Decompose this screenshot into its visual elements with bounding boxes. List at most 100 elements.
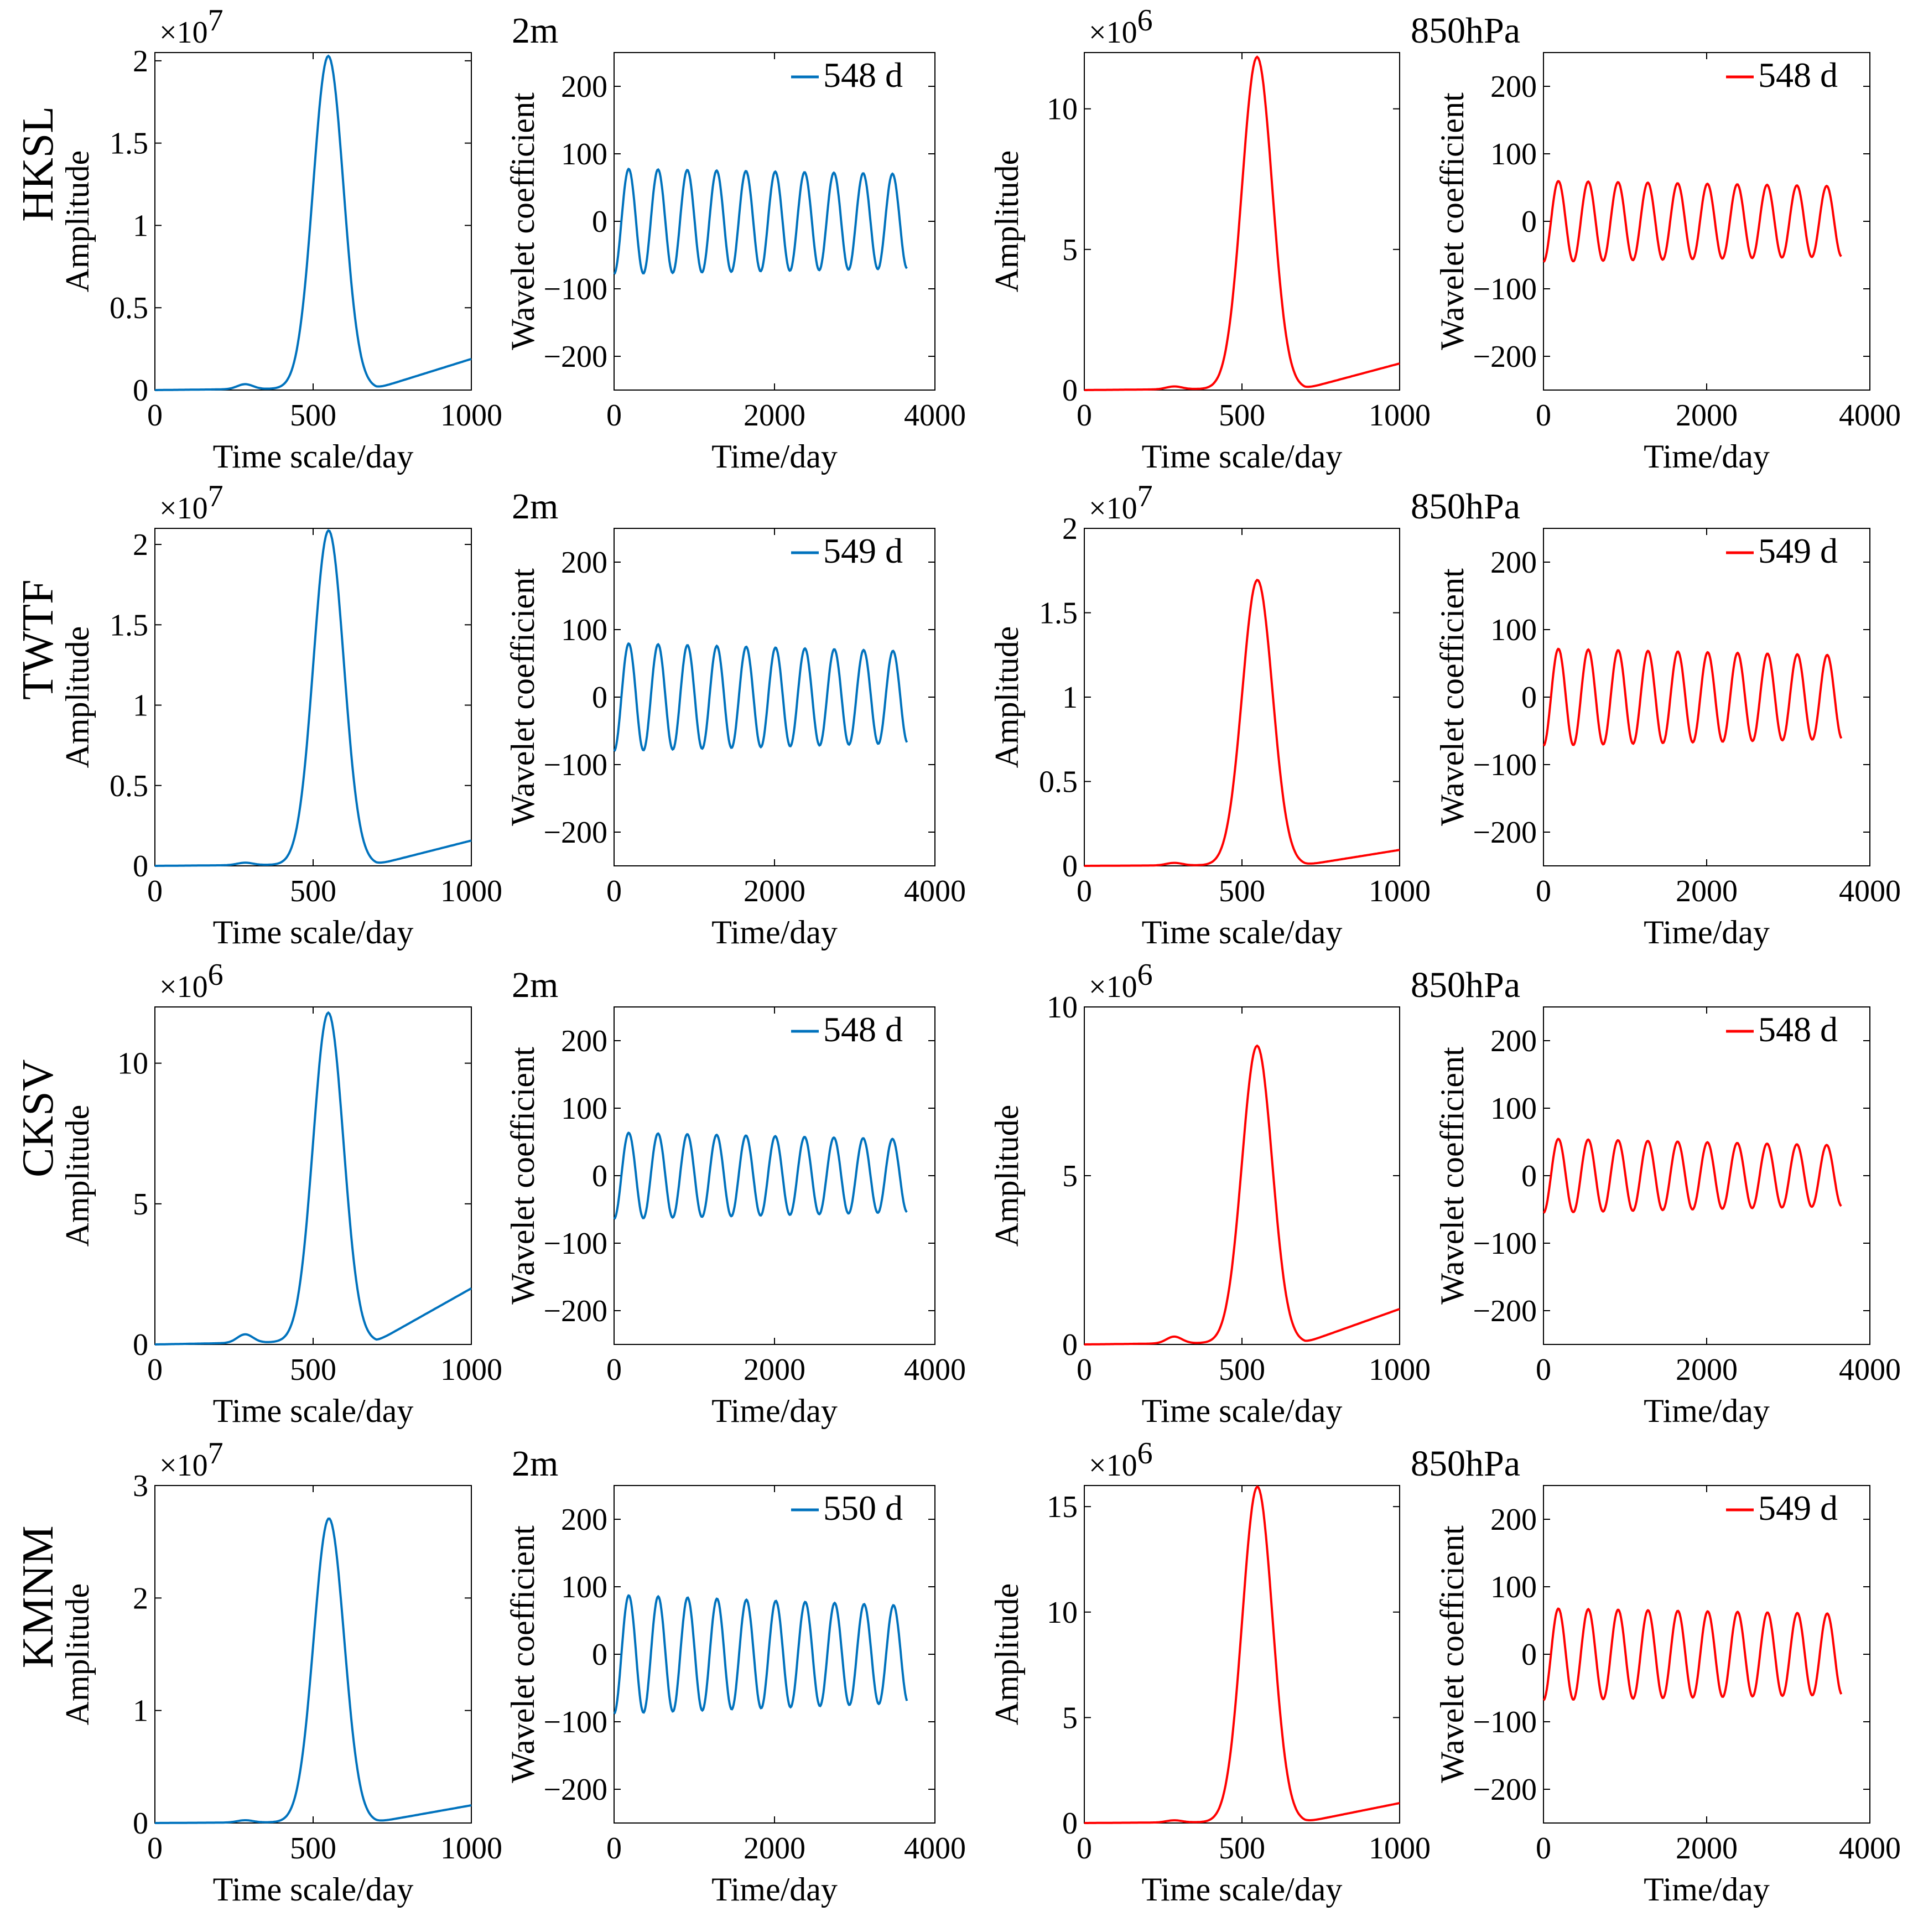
wavelet-series-line [1542,647,1843,747]
y-tick-label: −200 [1473,340,1537,374]
legend-label: 549 d [1758,1488,1838,1528]
y-tick-label: 0 [1521,681,1537,715]
y-tick-label: 100 [1490,1092,1537,1126]
y-tick-label: 100 [1490,1570,1537,1604]
axes-box [614,1006,935,1345]
level-label: 850hPa [1411,965,1520,1005]
y-tick-label: 0 [592,681,607,715]
y-tick-label: −100 [1473,1227,1537,1261]
multiplier-exponent: 7 [208,1436,223,1471]
axes-box [1084,1485,1400,1824]
multiplier-exponent: 7 [1137,479,1153,513]
y-tick-label: 200 [561,1503,607,1537]
x-tick-label: 4000 [1839,874,1901,908]
x-tick-label: 0 [606,398,622,433]
axes-box [1543,1485,1870,1824]
axis-multiplier: ×107 [159,1436,223,1483]
x-tick-label: 1000 [440,874,502,908]
x-tick-label: 2000 [1676,874,1738,908]
x-tick-label: 2000 [744,874,805,908]
y-tick-label: 100 [561,1092,607,1126]
multiplier-exponent: 6 [1137,1436,1153,1471]
x-tick-label: 0 [147,1831,163,1866]
y-tick-label: 0 [592,1638,607,1672]
x-tick-label: 0 [147,398,163,433]
y-tick-label: 0 [1521,205,1537,239]
y-tick-label: −200 [1473,1294,1537,1328]
station-label: CKSV [14,1060,63,1177]
x-tick-label: 1000 [1369,1831,1431,1866]
y-tick-label: 200 [561,70,607,104]
panel-kmnm-0: 0 500 1000 0 1 2 3 Time scale/day Amplitude ×107 [59,1436,502,1908]
y-tick-label: −200 [543,816,607,850]
x-axis-label: Time scale/day [1142,1871,1343,1908]
panel-twtf-3: 0 2000 4000 −200 −100 0 100 200 Time/day Wavelet … [1411,486,1901,951]
x-tick-label: 4000 [1839,1831,1901,1866]
y-tick-label: −100 [1473,1705,1537,1739]
x-tick-label: 4000 [904,1831,966,1866]
panel-cksv-3: 0 2000 4000 −200 −100 0 100 200 Time/day Wavelet … [1411,965,1901,1429]
y-tick-label: −200 [543,1773,607,1807]
y-axis-label: Amplitude [59,626,96,768]
amplitude-series-line [155,1517,472,1824]
y-tick-label: 15 [1047,1490,1078,1524]
x-axis-label: Time/day [711,914,838,951]
y-tick-label: 1.5 [110,127,148,161]
axes-box [1084,1006,1400,1345]
multiplier-base: ×10 [159,970,208,1004]
y-axis-label: Wavelet coefficient [505,92,541,350]
x-tick-label: 1000 [440,1831,502,1866]
y-tick-label: 5 [1062,233,1078,267]
y-tick-label: 0 [1521,1638,1537,1672]
x-tick-label: 4000 [1839,1353,1901,1387]
y-tick-label: 0 [133,849,148,884]
x-tick-label: 500 [1219,398,1265,433]
axis-multiplier: ×106 [1089,3,1153,50]
legend-label: 548 d [1758,55,1838,95]
x-tick-label: 2000 [744,1353,805,1387]
legend-label: 548 d [823,55,903,95]
multiplier-exponent: 7 [208,479,223,513]
y-axis-label: Amplitude [59,1105,96,1247]
y-axis-label: Wavelet coefficient [505,568,541,826]
x-axis-label: Time scale/day [1142,438,1343,475]
y-tick-label: 0 [1062,1328,1078,1362]
x-axis-label: Time scale/day [213,1871,414,1908]
level-label: 850hPa [1411,486,1520,527]
y-axis-label: Amplitude [59,1583,96,1726]
x-tick-label: 1000 [440,1353,502,1387]
x-tick-label: 0 [1077,398,1092,433]
wavelet-series-line [613,642,908,752]
multiplier-base: ×10 [1089,15,1137,50]
wavelet-series-line [613,1594,908,1715]
y-tick-label: 200 [1490,1024,1537,1058]
panel-twtf-2: 0 500 1000 0 0.5 1 1.5 2 Time scale/day Amplitude… [989,479,1431,951]
y-tick-label: 0.5 [1039,765,1078,799]
y-tick-label: 3 [133,1469,148,1503]
x-axis-label: Time scale/day [213,438,414,475]
x-tick-label: 500 [290,874,336,908]
x-tick-label: 2000 [1676,398,1738,433]
panel-hksl-3: 0 2000 4000 −200 −100 0 100 200 Time/day Wavelet … [1411,11,1901,475]
panel-twtf-1: 0 2000 4000 −200 −100 0 100 200 Time/day Wavelet … [505,486,966,951]
x-tick-label: 500 [1219,874,1265,908]
x-tick-label: 4000 [904,398,966,433]
y-tick-label: 5 [133,1187,148,1222]
x-tick-label: 2000 [1676,1353,1738,1387]
x-tick-label: 1000 [1369,874,1431,908]
axes-box [1084,52,1400,391]
y-axis-label: Amplitude [989,626,1025,768]
axis-multiplier: ×107 [1089,479,1153,526]
amplitude-series-line [1084,1485,1400,1824]
y-tick-label: 2 [133,44,148,79]
y-tick-label: −100 [1473,748,1537,782]
panel-hksl-2: 0 500 1000 0 5 10 Time scale/day Amplitude ×106 [989,3,1431,475]
axes-box [1543,52,1870,391]
wavelet-series-line [613,167,908,275]
legend-label: 548 d [823,1010,903,1049]
y-tick-label: 0 [133,1806,148,1841]
y-tick-label: 0.5 [110,291,148,325]
wavelet-series-line [613,1131,908,1220]
y-tick-label: 1 [133,209,148,243]
